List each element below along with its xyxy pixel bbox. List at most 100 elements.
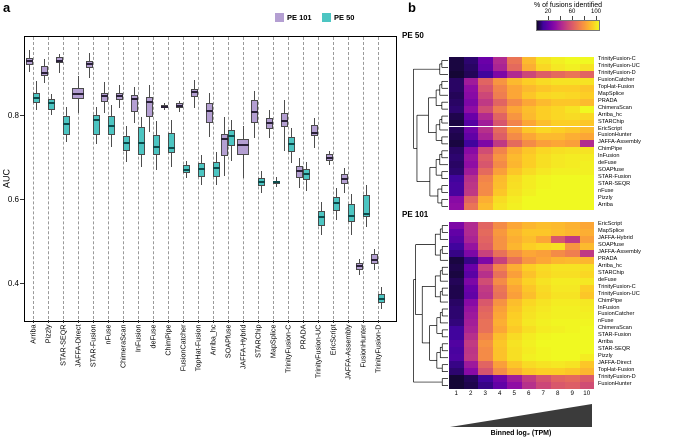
heatmap-cell [507, 263, 522, 271]
heatmap-cell [492, 98, 507, 106]
heatmap-cell [565, 84, 580, 92]
heatmap-cell [449, 147, 464, 155]
heatmap-cell [507, 222, 522, 229]
heatmap-cell [492, 196, 507, 203]
x-tick [243, 320, 244, 323]
heatmap-cell [449, 270, 464, 278]
heatmap-cell [536, 133, 551, 141]
heatmap-cell [478, 291, 493, 299]
x-tick [303, 320, 304, 323]
heatmap-cell [536, 326, 551, 334]
heatmap-cell [507, 98, 522, 106]
heatmap-cell [463, 375, 478, 383]
heatmap-cell [579, 63, 594, 71]
heatmap-row-label: JAFFA-Assembly [598, 248, 641, 255]
heatmap-cell [521, 298, 536, 306]
y-tick [20, 198, 24, 200]
heatmap-cell [507, 228, 522, 236]
gridline [167, 37, 169, 319]
heatmap-cell [536, 298, 551, 306]
heatmap-cell [478, 112, 493, 120]
median-line [191, 90, 198, 93]
heatmap-cell [536, 154, 551, 162]
heatmap-cell [463, 235, 478, 243]
heatmap-cell [492, 168, 507, 176]
heatmap-cell [449, 291, 464, 299]
x-axis-category-label: MapSplice [268, 324, 277, 358]
legend-item-pe101: PE 101 [275, 13, 312, 22]
pe101-heatmap-header: PE 101 [402, 210, 429, 219]
heatmap-cell [550, 189, 565, 196]
heatmap-row-label: JAFFA-Assembly [598, 139, 641, 146]
gridline [302, 37, 304, 319]
x-tick [273, 320, 274, 323]
heatmap-cell [478, 270, 493, 278]
heatmap-row-label: TrinityFusion-C [598, 283, 636, 290]
heatmap-cell [565, 147, 580, 155]
heatmap-cell [492, 126, 507, 134]
heatmap-cell [492, 175, 507, 183]
heatmap-cell [579, 133, 594, 141]
y-tick [20, 282, 24, 284]
heatmap-cell [463, 249, 478, 257]
heatmap-cell [507, 133, 522, 141]
heatmap-cell [449, 77, 464, 85]
box-pe101 [41, 65, 48, 76]
x-axis-category-label: TopHat-Fusion [193, 324, 202, 371]
heatmap-cell [478, 63, 493, 71]
heatmap-cell [507, 319, 522, 327]
heatmap-cell [521, 189, 536, 196]
heatmap-cell [449, 340, 464, 348]
heatmap-cell [507, 70, 522, 78]
heatmap-cell [579, 284, 594, 292]
heatmap-cell [507, 256, 522, 264]
heatmap-cell [478, 382, 493, 390]
heatmap-row-label: STAR-SEQR [598, 181, 631, 188]
heatmap-cell [449, 189, 464, 196]
heatmap-cell [463, 256, 478, 264]
heatmap-cell [478, 235, 493, 243]
heatmap-cell [565, 270, 580, 278]
heatmap-cell [463, 63, 478, 71]
heatmap-cell [478, 354, 493, 362]
heatmap-cell [507, 270, 522, 278]
heatmap-cell [478, 189, 493, 196]
heatmap-cell [521, 70, 536, 78]
heatmap-cell [536, 175, 551, 183]
heatmap-cell [507, 63, 522, 71]
heatmap-cell [565, 63, 580, 71]
heatmap-row-label: FusionHunter [598, 132, 632, 139]
heatmap-cell [565, 326, 580, 334]
heatmap-cell [550, 98, 565, 106]
heatmap-cell [492, 133, 507, 141]
heatmap-cell [463, 340, 478, 348]
heatmap-cell [463, 175, 478, 183]
heatmap-cell [521, 291, 536, 299]
gridline [62, 37, 64, 319]
heatmap-cell [579, 312, 594, 320]
heatmap-cell [463, 161, 478, 169]
heatmap-cell [492, 347, 507, 355]
heatmap-cell [565, 235, 580, 243]
heatmap-cell [550, 77, 565, 85]
heatmap-x-axis-title: Binned log₂ (TPM) [490, 430, 552, 437]
heatmap-cell [449, 126, 464, 134]
heatmap-cell [565, 333, 580, 341]
heatmap-cell [492, 119, 507, 127]
colorbar-tick [548, 16, 549, 20]
x-tick [348, 320, 349, 323]
heatmap-cell [521, 312, 536, 320]
median-line [131, 98, 138, 101]
heatmap-cell [536, 77, 551, 85]
heatmap-cell [579, 175, 594, 183]
heatmap-cell [507, 175, 522, 183]
heatmap-cell [478, 147, 493, 155]
box-pe50 [213, 161, 220, 177]
heatmap-cell [492, 326, 507, 334]
median-line [168, 146, 175, 149]
heatmap-cell [449, 182, 464, 190]
heatmap-cell [536, 222, 551, 229]
heatmap-cell [449, 263, 464, 271]
heatmap-cell [478, 182, 493, 190]
y-tick-label: 0.6 [7, 194, 19, 204]
